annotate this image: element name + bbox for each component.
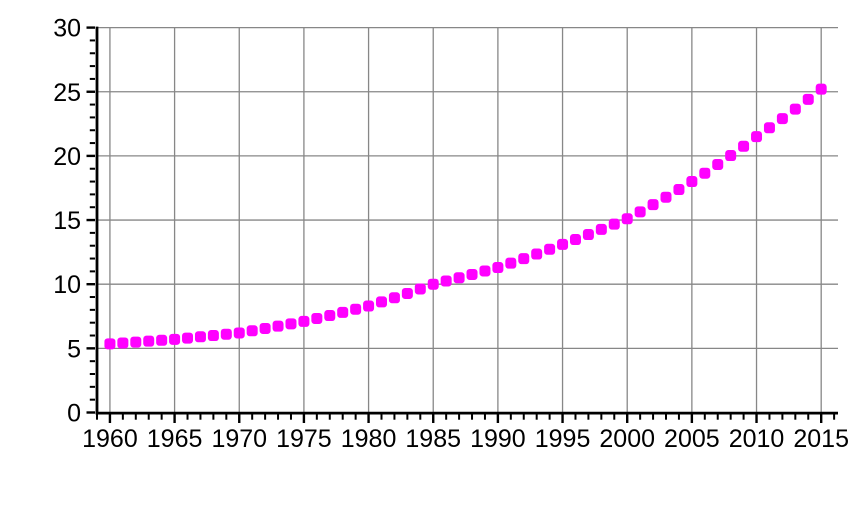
data-point [440,275,452,287]
x-tick-label: 2000 [599,425,655,453]
data-point [634,206,646,218]
y-tick-label: 0 [67,400,81,428]
data-point [259,322,271,334]
data-point [324,310,336,322]
data-point [608,218,620,230]
data-point [466,268,478,280]
data-point [337,306,349,318]
data-point [763,122,775,134]
data-point [414,283,426,295]
x-tick-label: 1970 [211,425,267,453]
data-point [220,328,232,340]
data-point [194,331,206,343]
y-tick-label: 10 [53,271,81,299]
data-point [673,184,685,196]
data-point [802,93,814,105]
y-tick-label: 5 [67,335,81,363]
data-point [479,265,491,277]
data-point [401,287,413,299]
data-point [738,140,750,152]
data-point [233,327,245,339]
x-tick-label: 1960 [82,425,138,453]
data-point [815,83,827,95]
data-point [427,278,439,290]
y-tick-label: 20 [53,143,81,171]
data-point [686,176,698,188]
x-tick-label: 1985 [405,425,461,453]
x-tick-label: 1975 [276,425,332,453]
data-point [531,248,543,260]
data-point [117,337,129,349]
data-point [298,315,310,327]
x-tick-label: 2005 [664,425,720,453]
data-point [350,303,362,315]
data-point [647,199,659,211]
data-point [376,296,388,308]
x-tick-label: 1980 [341,425,397,453]
data-point [285,318,297,330]
y-tick-label: 25 [53,79,81,107]
data-point [725,150,737,162]
data-point [789,103,801,115]
data-point [388,292,400,304]
data-point [699,167,711,179]
data-point [712,158,724,170]
data-point [660,191,672,203]
data-point [104,338,116,350]
y-tick-label: 30 [53,15,81,43]
data-point [182,332,194,344]
data-point [246,325,258,337]
data-point [143,335,155,347]
data-point [595,223,607,235]
x-tick-label: 1995 [535,425,591,453]
data-point [492,262,504,274]
data-point [544,243,556,255]
data-point [363,300,375,312]
data-point [169,333,181,345]
data-point [505,257,517,269]
y-tick-label: 15 [53,207,81,235]
data-point [569,234,581,246]
data-point [453,272,465,284]
data-point [557,238,569,250]
data-point [518,253,530,265]
data-point [272,320,284,332]
data-point [776,113,788,125]
x-tick-label: 2010 [729,425,785,453]
x-tick-label: 2015 [793,425,849,453]
data-point [751,131,763,143]
data-point [311,312,323,324]
data-point [130,336,142,348]
data-point [582,229,594,241]
x-tick-label: 1990 [470,425,526,453]
x-tick-label: 1965 [147,425,203,453]
data-point [621,213,633,225]
data-point [207,330,219,342]
data-point [156,334,168,346]
